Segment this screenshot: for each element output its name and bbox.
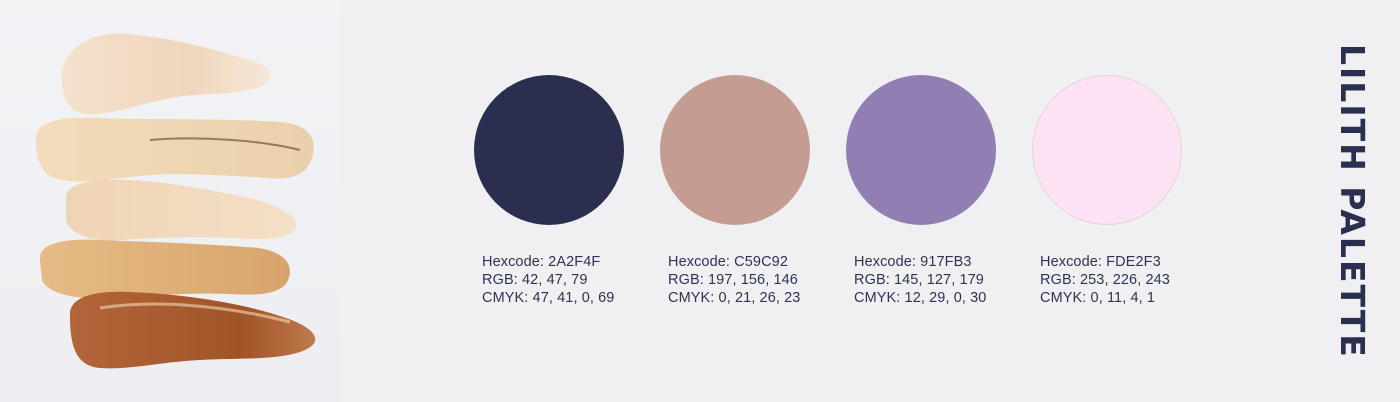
- color-circle-lavender: [846, 75, 996, 225]
- smear-3: [65, 179, 297, 241]
- cmyk-label: CMYK: 0, 11, 4, 1: [1040, 290, 1156, 306]
- palette-title-text: LILITH PALETTE: [1333, 43, 1372, 359]
- cmyk-label: CMYK: 0, 21, 26, 23: [668, 290, 801, 306]
- color-circle-navy: [474, 75, 624, 225]
- rgb-label: RGB: 145, 127, 179: [854, 272, 984, 288]
- hexcode-label: Hexcode: C59C92: [668, 254, 788, 270]
- swatch-navy: Hexcode: 2A2F4F RGB: 42, 47, 79 CMYK: 47…: [474, 75, 660, 307]
- rgb-label: RGB: 197, 156, 146: [668, 272, 798, 288]
- smear-4: [39, 239, 290, 299]
- swatch-tan: Hexcode: C59C92 RGB: 197, 156, 146 CMYK:…: [660, 75, 846, 307]
- palette-title: LILITH PALETTE: [1333, 22, 1372, 380]
- smear-5: [69, 291, 316, 369]
- swatch-lavender: Hexcode: 917FB3 RGB: 145, 127, 179 CMYK:…: [846, 75, 1032, 307]
- foundation-smears-image: [0, 0, 340, 402]
- hexcode-label: Hexcode: 917FB3: [854, 254, 972, 270]
- cmyk-label: CMYK: 12, 29, 0, 30: [854, 290, 987, 306]
- color-circle-tan: [660, 75, 810, 225]
- rgb-label: RGB: 253, 226, 243: [1040, 272, 1170, 288]
- swatch-pink: Hexcode: FDE2F3 RGB: 253, 226, 243 CMYK:…: [1032, 75, 1218, 307]
- swatch-info: Hexcode: 917FB3 RGB: 145, 127, 179 CMYK:…: [854, 253, 1032, 307]
- foundation-smears-illustration: [35, 33, 316, 369]
- color-circle-pink: [1032, 75, 1182, 225]
- swatch-info: Hexcode: FDE2F3 RGB: 253, 226, 243 CMYK:…: [1040, 253, 1218, 307]
- swatch-info: Hexcode: 2A2F4F RGB: 42, 47, 79 CMYK: 47…: [482, 253, 660, 307]
- cmyk-label: CMYK: 47, 41, 0, 69: [482, 290, 615, 306]
- hexcode-label: Hexcode: 2A2F4F: [482, 254, 601, 270]
- smear-2: [35, 117, 314, 182]
- swatch-info: Hexcode: C59C92 RGB: 197, 156, 146 CMYK:…: [668, 253, 846, 307]
- hexcode-label: Hexcode: FDE2F3: [1040, 254, 1161, 270]
- smear-1: [61, 33, 272, 115]
- color-palette: Hexcode: 2A2F4F RGB: 42, 47, 79 CMYK: 47…: [474, 75, 1218, 307]
- rgb-label: RGB: 42, 47, 79: [482, 272, 588, 288]
